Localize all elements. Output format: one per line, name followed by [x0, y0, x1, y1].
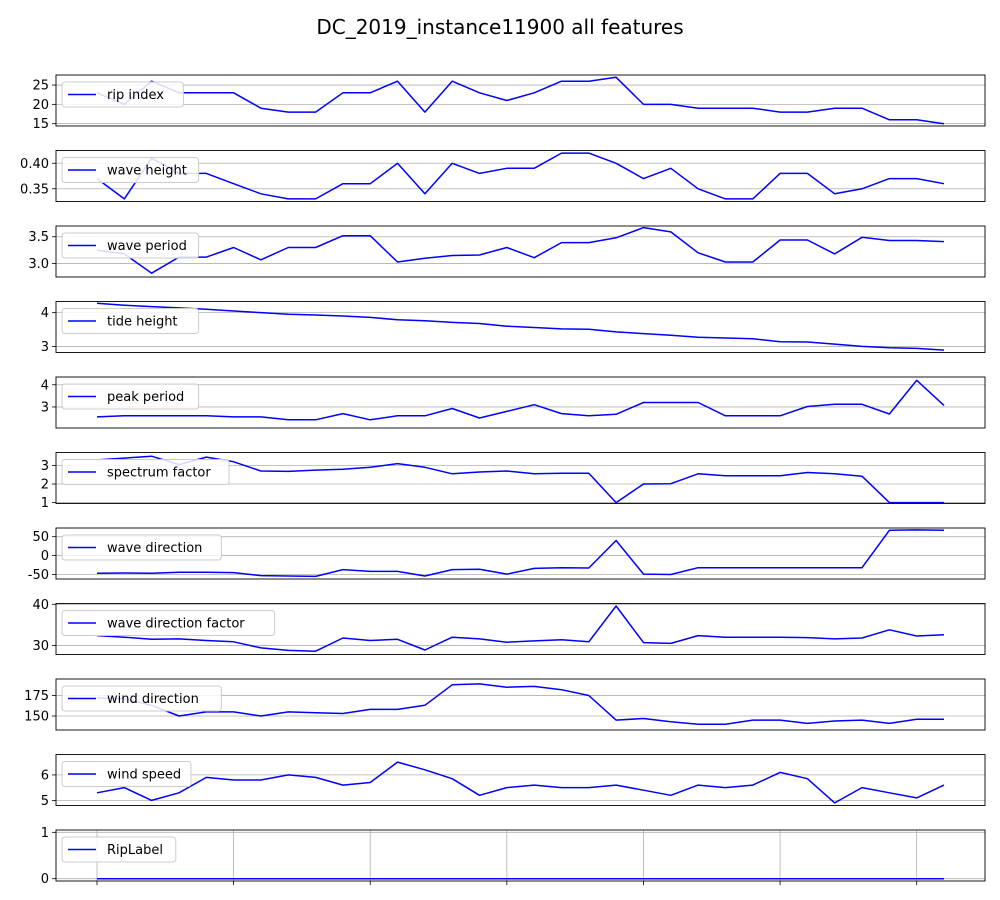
- legend-label: wind direction: [107, 692, 199, 707]
- legend-label: rip index: [107, 88, 164, 103]
- series-line: [96, 605, 945, 652]
- legend-box: [61, 232, 200, 259]
- subplot: 0.35 0.40 wave height: [20, 150, 986, 202]
- series-line: [96, 683, 944, 725]
- y-tick-label: 3: [41, 400, 49, 415]
- series-line: [96, 379, 945, 421]
- legend-box: [61, 761, 192, 787]
- legend: tide height: [61, 308, 200, 334]
- axes-frame: [55, 376, 986, 429]
- subplot: 15 20 25 rip index: [32, 74, 986, 132]
- series-line: [96, 529, 945, 578]
- subplot: 3 4 tide height: [41, 301, 986, 355]
- legend-label: spectrum factor: [107, 466, 211, 481]
- series-line: [96, 152, 945, 200]
- axes-frame: [55, 754, 986, 806]
- y-tick-label: 3.5: [28, 230, 49, 245]
- y-tick-label: 20: [32, 98, 49, 113]
- subplot: 5 6 wind speed: [41, 754, 986, 809]
- legend-label: wave height: [107, 164, 187, 179]
- axes-frame: [55, 527, 986, 580]
- legend-label: wave direction factor: [107, 617, 245, 632]
- axes-frame: [55, 225, 986, 278]
- legend-box: [61, 157, 200, 183]
- legend-box: [61, 610, 276, 636]
- legend: wave direction factor: [61, 610, 276, 636]
- y-tick-label: -50: [28, 568, 49, 583]
- series-line: [96, 226, 945, 274]
- y-tick-label: 3: [41, 459, 49, 474]
- plot-area: [56, 754, 985, 806]
- y-tick-label: 40: [32, 598, 49, 613]
- subplot: 1 2 3 spectrum factor: [41, 452, 986, 511]
- axes-frame: [55, 74, 986, 127]
- legend: wind direction: [61, 685, 222, 712]
- y-tick-label: 15: [32, 117, 49, 132]
- y-tick-label: 0: [41, 549, 49, 564]
- axes-frame: [55, 603, 986, 655]
- legend-label: wind speed: [107, 768, 181, 783]
- plot-area: [56, 75, 985, 126]
- subplot: 30 40 wave direction factor: [32, 598, 986, 655]
- legend-box: [61, 534, 222, 561]
- y-tick-label: 5: [41, 794, 49, 809]
- subplot: 3.0 3.5 wave period: [28, 225, 986, 278]
- legend: peak period: [61, 383, 200, 410]
- legend-box: [61, 308, 200, 334]
- y-tick-label: 2: [41, 478, 49, 493]
- series-line: [96, 761, 945, 804]
- y-tick-label: 0.35: [20, 182, 49, 197]
- legend-box: [61, 459, 230, 485]
- subplot: 0 1 RipLabel: [41, 826, 986, 887]
- legend: RipLabel: [61, 836, 177, 863]
- y-tick-label: 0.40: [20, 157, 49, 172]
- figure-title: DC_2019_instance11900 all features: [316, 15, 683, 39]
- legend: rip index: [61, 81, 184, 108]
- series-line: [96, 302, 945, 351]
- axes-frame: [55, 829, 986, 882]
- legend-box: [61, 685, 222, 712]
- y-tick-label: 1: [41, 826, 49, 841]
- legend-label: tide height: [107, 315, 178, 330]
- y-tick-label: 0: [41, 872, 49, 887]
- series-line: [96, 455, 944, 504]
- axes-frame: [55, 452, 986, 504]
- axes-frame: [55, 678, 986, 731]
- y-tick-label: 50: [32, 530, 49, 545]
- y-tick-label: 175: [24, 689, 49, 704]
- axes-frame: [55, 150, 986, 202]
- y-tick-label: 150: [24, 710, 49, 725]
- legend-label: peak period: [107, 390, 184, 405]
- legend-label: RipLabel: [107, 843, 163, 858]
- legend: wind speed: [61, 761, 192, 787]
- y-tick-label: 4: [41, 306, 49, 321]
- legend: wave height: [61, 157, 200, 183]
- y-tick-label: 25: [32, 79, 49, 94]
- series-line: [96, 76, 945, 125]
- y-tick-label: 1: [41, 496, 49, 511]
- y-tick-label: 3: [41, 340, 49, 355]
- legend: spectrum factor: [61, 459, 230, 485]
- y-tick-label: 6: [41, 768, 49, 783]
- axes-frame: [55, 301, 986, 353]
- y-tick-label: 30: [32, 639, 49, 654]
- subplot: 150 175 wind direction: [24, 678, 986, 731]
- plot-area: [56, 830, 985, 881]
- legend: wave direction: [61, 534, 222, 561]
- legend-label: wave period: [107, 239, 187, 254]
- subplot: -50 0 50 wave direction: [28, 527, 986, 583]
- legend-box: [61, 383, 200, 410]
- subplot: 3 4 peak period: [41, 376, 986, 429]
- legend: wave period: [61, 232, 200, 259]
- plot-area: [56, 150, 985, 202]
- legend-box: [61, 836, 177, 863]
- y-tick-label: 3.0: [28, 257, 49, 272]
- plot-area: [56, 377, 985, 428]
- y-tick-label: 4: [41, 378, 49, 393]
- legend-label: wave direction: [107, 541, 202, 556]
- legend-box: [61, 81, 184, 108]
